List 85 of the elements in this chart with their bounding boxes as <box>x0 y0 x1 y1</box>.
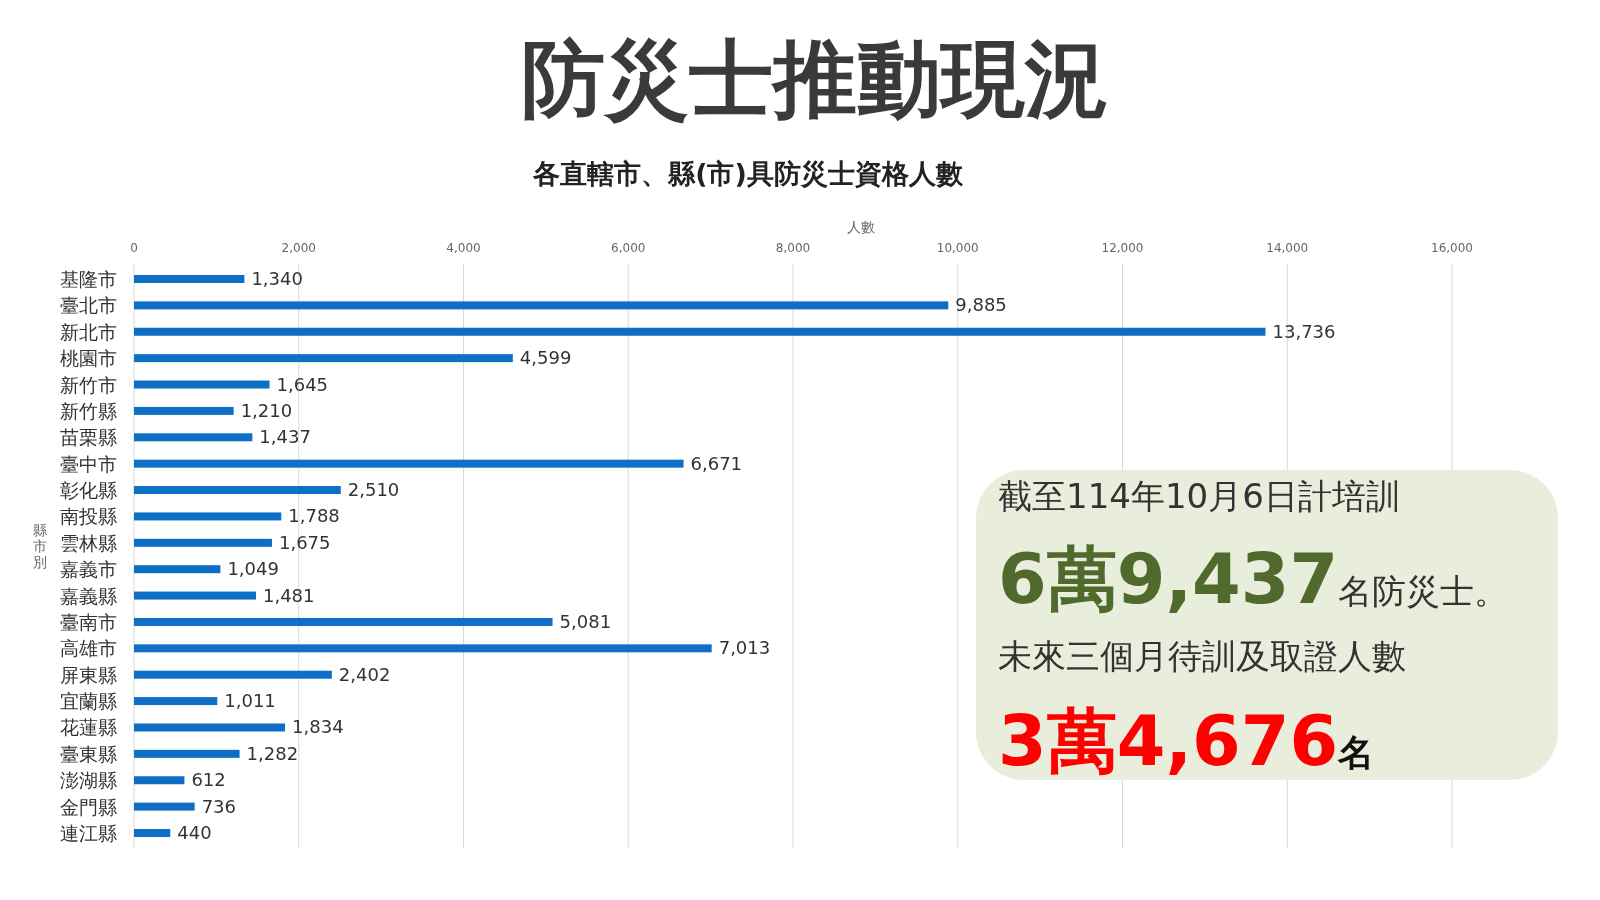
y-tick-label: 連江縣 <box>60 822 117 844</box>
annotation: 6萬9,437 <box>998 538 1339 620</box>
bar <box>134 486 341 495</box>
y-tick-label: 嘉義市 <box>60 558 117 581</box>
y-axis-title: 縣市別 <box>33 522 47 570</box>
data-label: 4,599 <box>519 347 572 369</box>
bar <box>134 617 553 626</box>
bar <box>134 644 712 653</box>
bar <box>134 591 256 600</box>
data-label: 9,885 <box>955 294 1007 316</box>
y-tick-label: 嘉義縣 <box>60 584 117 607</box>
data-label: 440 <box>177 822 212 843</box>
x-tick-label: 0 <box>130 241 138 255</box>
x-tick-label: 10,000 <box>936 241 979 255</box>
chart-subtitle: 各直轄市、縣(市)具防災士資格人數 <box>532 158 964 189</box>
x-tick-label: 16,000 <box>1431 241 1473 255</box>
y-tick-label: 宜蘭縣 <box>60 690 117 713</box>
data-label: 1,481 <box>263 584 315 606</box>
y-tick-label: 南投縣 <box>60 505 117 528</box>
bar <box>134 697 218 706</box>
data-label: 1,645 <box>276 373 329 395</box>
y-tick-label: 高雄市 <box>60 637 117 660</box>
data-label: 6,671 <box>690 452 743 474</box>
bar <box>134 749 240 758</box>
y-tick-label: 新竹市 <box>60 373 117 396</box>
data-label: 1,282 <box>246 742 299 764</box>
bar <box>134 829 171 837</box>
annotation: 名 <box>1337 732 1375 773</box>
y-tick-label: 臺中市 <box>60 452 117 475</box>
data-label: 1,788 <box>288 505 340 527</box>
x-tick-label: 12,000 <box>1101 241 1144 255</box>
y-tick-label: 新竹縣 <box>60 399 117 422</box>
data-label: 5,081 <box>559 610 612 632</box>
data-label: 736 <box>201 795 236 817</box>
data-label: 612 <box>191 769 226 791</box>
y-tick-label: 屏東縣 <box>60 663 117 686</box>
data-label: 2,510 <box>347 479 400 501</box>
y-tick-label: 澎湖縣 <box>60 769 117 792</box>
bar <box>134 670 332 679</box>
bar <box>134 275 245 283</box>
x-tick-label: 2,000 <box>281 241 316 255</box>
data-label: 1,210 <box>240 399 293 421</box>
bar <box>134 406 234 415</box>
bar <box>134 380 270 389</box>
y-tick-label: 花蓮縣 <box>60 716 117 739</box>
bar <box>134 776 185 785</box>
y-tick-label: 臺南市 <box>60 610 117 633</box>
data-label: 1,834 <box>292 716 344 738</box>
bar <box>134 459 684 468</box>
annotation: 名防災士。 <box>1338 571 1509 611</box>
data-label: 1,049 <box>227 558 279 580</box>
y-tick-label: 苗栗縣 <box>60 426 117 449</box>
x-tick-label: 6,000 <box>611 241 646 255</box>
y-tick-label: 臺東縣 <box>60 742 117 765</box>
annotation: 截至114年10月6日計培訓 <box>998 476 1400 516</box>
y-tick-label: 彰化縣 <box>60 479 117 502</box>
y-tick-label: 雲林縣 <box>60 531 117 554</box>
x-tick-label: 14,000 <box>1266 241 1309 255</box>
y-tick-label: 基隆市 <box>60 268 117 290</box>
y-tick-label: 金門縣 <box>60 795 117 818</box>
annotation: 未來三個月待訓及取證人數 <box>998 636 1406 676</box>
x-axis-title: 人數 <box>847 219 875 235</box>
bar <box>134 538 272 547</box>
chart-title: 防災士推動現況 <box>521 30 1109 128</box>
annotation: 3萬4,676 <box>998 700 1339 782</box>
bar <box>134 802 195 811</box>
data-label: 1,437 <box>259 426 311 448</box>
data-label: 1,011 <box>224 690 276 712</box>
x-tick-label: 4,000 <box>446 241 481 255</box>
data-label: 13,736 <box>1272 320 1336 342</box>
y-tick-label: 臺北市 <box>60 294 117 317</box>
bar <box>134 512 282 521</box>
data-label: 1,675 <box>278 531 331 553</box>
data-label: 7,013 <box>718 637 771 659</box>
bar <box>134 301 949 310</box>
y-tick-label: 桃園市 <box>60 347 117 370</box>
bar <box>134 327 1266 336</box>
data-label: 2,402 <box>338 663 391 685</box>
x-tick-label: 8,000 <box>775 241 811 255</box>
bar <box>134 433 253 442</box>
bar <box>134 723 286 732</box>
bar <box>134 565 221 574</box>
bar <box>134 354 513 363</box>
y-tick-label: 新北市 <box>60 320 117 343</box>
data-label: 1,340 <box>251 268 303 289</box>
